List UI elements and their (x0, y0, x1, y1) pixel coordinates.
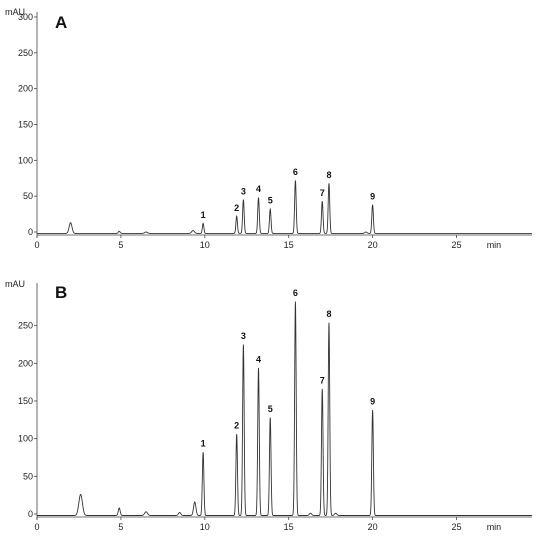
peak-label-8: 8 (326, 170, 331, 180)
y-tick-label: 0 (28, 509, 33, 519)
peak-label-6: 6 (293, 288, 298, 298)
x-tick-label: 5 (118, 240, 123, 250)
peak-label-2: 2 (234, 421, 239, 431)
y-unit-label: mAU (5, 279, 25, 289)
panel-label: A (55, 13, 67, 32)
x-tick-label: 10 (200, 522, 210, 532)
y-tick-label: 50 (23, 471, 33, 481)
x-tick-label: 10 (200, 240, 210, 250)
y-tick-label: 200 (18, 358, 33, 368)
peak-label-6: 6 (293, 167, 298, 177)
x-tick-label: 20 (368, 240, 378, 250)
peak-label-3: 3 (241, 186, 246, 196)
x-tick-label: 20 (368, 522, 378, 532)
chart-panel-b: 0 50 100 150 200 250 0 5 10 15 20 25 mAU min B 1 2 3 4 5 6 7 8… (5, 279, 532, 532)
peak-label-5: 5 (268, 404, 273, 414)
y-tick-label: 300 (18, 12, 33, 22)
peak-label-4: 4 (256, 184, 261, 194)
x-tick-label: 15 (284, 522, 294, 532)
x-tick-label: 0 (34, 522, 39, 532)
y-tick-label: 200 (18, 84, 33, 94)
peak-label-1: 1 (201, 210, 206, 220)
peak-label-9: 9 (370, 397, 375, 407)
chromatogram-trace (37, 301, 532, 516)
peak-label-3: 3 (241, 331, 246, 341)
y-tick-label: 100 (18, 434, 33, 444)
y-tick-label: 100 (18, 155, 33, 165)
x-unit-label: min (487, 522, 502, 532)
peak-label-5: 5 (268, 196, 273, 206)
peak-label-9: 9 (370, 191, 375, 201)
y-tick-label: 250 (18, 321, 33, 331)
x-tick-label: 5 (118, 522, 123, 532)
peak-label-2: 2 (234, 203, 239, 213)
y-tick-label: 250 (18, 48, 33, 58)
peak-label-7: 7 (320, 375, 325, 385)
x-tick-label: 25 (451, 240, 461, 250)
y-tick-label: 50 (23, 191, 33, 201)
x-tick-label: 15 (284, 240, 294, 250)
y-unit-label: mAU (5, 7, 25, 17)
panel-label: B (55, 283, 67, 302)
chromatogram-trace (37, 180, 532, 234)
x-tick-label: 0 (34, 240, 39, 250)
peak-label-7: 7 (320, 188, 325, 198)
y-tick-label: 150 (18, 396, 33, 406)
y-tick-label: 0 (28, 227, 33, 237)
y-tick-label: 150 (18, 120, 33, 130)
x-tick-label: 25 (451, 522, 461, 532)
peak-label-4: 4 (256, 354, 261, 364)
x-unit-label: min (487, 240, 502, 250)
peak-label-8: 8 (326, 309, 331, 319)
peak-label-1: 1 (201, 439, 206, 449)
